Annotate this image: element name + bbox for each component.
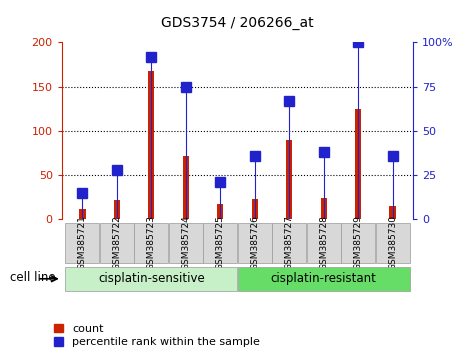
FancyBboxPatch shape: [306, 223, 341, 263]
FancyBboxPatch shape: [134, 223, 169, 263]
Bar: [252, 199, 258, 219]
Bar: [321, 198, 327, 219]
Bar: [286, 140, 292, 219]
Text: GSM385725: GSM385725: [216, 215, 225, 270]
Text: GDS3754 / 206266_at: GDS3754 / 206266_at: [161, 16, 314, 30]
Text: GSM385730: GSM385730: [388, 215, 397, 270]
Text: GSM385722: GSM385722: [113, 215, 122, 270]
FancyBboxPatch shape: [272, 223, 306, 263]
FancyBboxPatch shape: [376, 223, 409, 263]
Text: GSM385723: GSM385723: [147, 215, 156, 270]
Bar: [148, 71, 154, 219]
Bar: [217, 205, 223, 219]
FancyBboxPatch shape: [169, 223, 203, 263]
Text: GSM385729: GSM385729: [353, 215, 362, 270]
FancyBboxPatch shape: [203, 223, 238, 263]
FancyBboxPatch shape: [341, 223, 375, 263]
Text: cisplatin-sensitive: cisplatin-sensitive: [98, 272, 205, 285]
Text: cisplatin-resistant: cisplatin-resistant: [271, 272, 377, 285]
Text: GSM385724: GSM385724: [181, 215, 190, 270]
Text: GSM385726: GSM385726: [250, 215, 259, 270]
Text: cell line: cell line: [10, 272, 55, 284]
Bar: [390, 206, 396, 219]
Text: GSM385721: GSM385721: [78, 215, 87, 270]
Text: GSM385727: GSM385727: [285, 215, 294, 270]
Legend: count, percentile rank within the sample: count, percentile rank within the sample: [53, 322, 261, 348]
FancyBboxPatch shape: [100, 223, 134, 263]
Bar: [183, 156, 189, 219]
FancyBboxPatch shape: [238, 223, 272, 263]
FancyBboxPatch shape: [66, 223, 99, 263]
FancyBboxPatch shape: [238, 267, 409, 291]
Bar: [114, 200, 120, 219]
Bar: [355, 109, 361, 219]
FancyBboxPatch shape: [66, 267, 238, 291]
Text: GSM385728: GSM385728: [319, 215, 328, 270]
Bar: [79, 209, 86, 219]
